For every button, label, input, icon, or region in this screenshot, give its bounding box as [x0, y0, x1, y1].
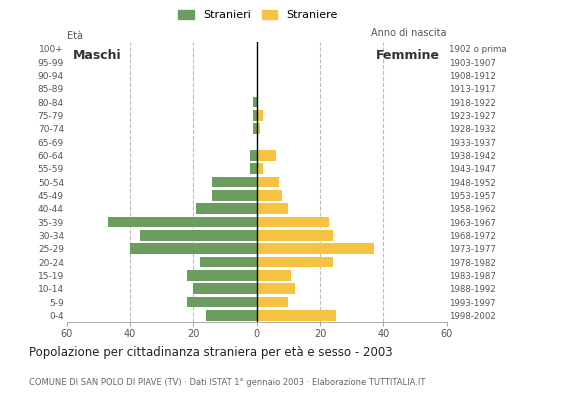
Bar — [257, 230, 333, 240]
Bar — [257, 124, 260, 134]
Bar — [257, 310, 336, 320]
Bar — [130, 244, 257, 254]
Bar — [257, 257, 333, 267]
Bar — [253, 110, 257, 120]
Bar — [257, 244, 374, 254]
Bar — [200, 257, 257, 267]
Bar — [257, 190, 282, 200]
Bar — [257, 297, 288, 307]
Bar — [206, 310, 257, 320]
Bar — [187, 270, 257, 280]
Bar — [140, 230, 257, 240]
Bar — [257, 217, 329, 227]
Bar — [257, 110, 263, 120]
Bar — [253, 97, 257, 107]
Bar — [197, 204, 257, 214]
Text: Popolazione per cittadinanza straniera per età e sesso - 2003: Popolazione per cittadinanza straniera p… — [29, 346, 393, 359]
Bar — [251, 164, 257, 174]
Text: Femmine: Femmine — [376, 49, 440, 62]
Bar — [212, 190, 257, 200]
Text: COMUNE DI SAN POLO DI PIAVE (TV) · Dati ISTAT 1° gennaio 2003 · Elaborazione TUT: COMUNE DI SAN POLO DI PIAVE (TV) · Dati … — [29, 378, 425, 387]
Bar — [257, 204, 288, 214]
Bar — [251, 150, 257, 160]
Bar — [257, 284, 295, 294]
Text: Età: Età — [67, 31, 83, 41]
Bar — [193, 284, 257, 294]
Bar — [257, 150, 276, 160]
Bar — [257, 164, 263, 174]
Bar — [253, 124, 257, 134]
Bar — [257, 177, 279, 187]
Bar — [108, 217, 257, 227]
Text: Maschi: Maschi — [73, 49, 122, 62]
Legend: Stranieri, Straniere: Stranieri, Straniere — [174, 6, 342, 25]
Bar — [257, 270, 292, 280]
Bar — [187, 297, 257, 307]
Bar — [212, 177, 257, 187]
Text: Anno di nascita: Anno di nascita — [371, 28, 447, 38]
